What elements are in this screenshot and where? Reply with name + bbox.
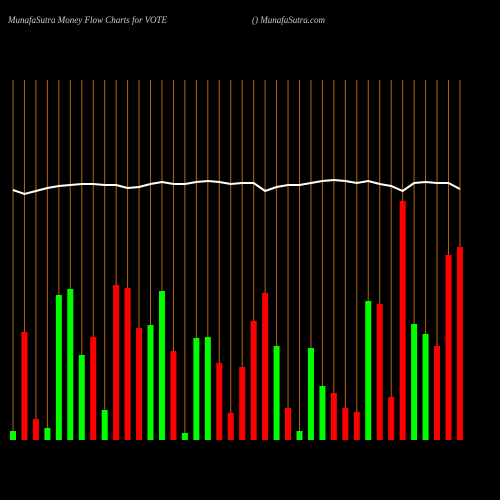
bar <box>113 285 120 440</box>
bar <box>55 295 62 440</box>
bar <box>330 393 337 440</box>
bar <box>307 348 314 440</box>
bar <box>204 337 211 440</box>
bar <box>239 367 246 440</box>
bar <box>21 332 28 440</box>
bar <box>101 410 108 440</box>
bar <box>353 412 360 440</box>
bar <box>181 433 188 440</box>
bar <box>78 355 85 440</box>
bar <box>445 255 452 440</box>
bar <box>250 321 257 440</box>
bar <box>44 428 51 440</box>
bar <box>147 325 154 440</box>
bar <box>296 431 303 440</box>
bar <box>90 337 97 440</box>
bar <box>319 386 326 440</box>
bar <box>32 419 39 440</box>
bar <box>158 291 165 440</box>
bar <box>456 247 463 440</box>
bar <box>193 338 200 440</box>
bar <box>216 363 223 440</box>
bar <box>136 328 143 440</box>
bar <box>10 431 16 440</box>
chart-title: MunafaSutra Money Flow Charts for VOTE <box>7 15 167 25</box>
bar <box>124 288 131 440</box>
bar <box>285 408 292 440</box>
bar <box>342 408 349 440</box>
bar <box>411 324 418 440</box>
bar <box>262 293 269 440</box>
bar <box>388 397 395 440</box>
chart-subtitle: () MunafaSutra.com <box>252 15 325 25</box>
money-flow-line <box>12 178 461 196</box>
bar <box>399 201 406 440</box>
bar <box>273 346 280 440</box>
bar <box>227 413 234 440</box>
bar <box>365 301 372 440</box>
bar <box>170 351 177 440</box>
bar <box>434 346 441 440</box>
bar <box>376 304 383 440</box>
bar <box>422 334 429 440</box>
bar <box>67 289 74 440</box>
